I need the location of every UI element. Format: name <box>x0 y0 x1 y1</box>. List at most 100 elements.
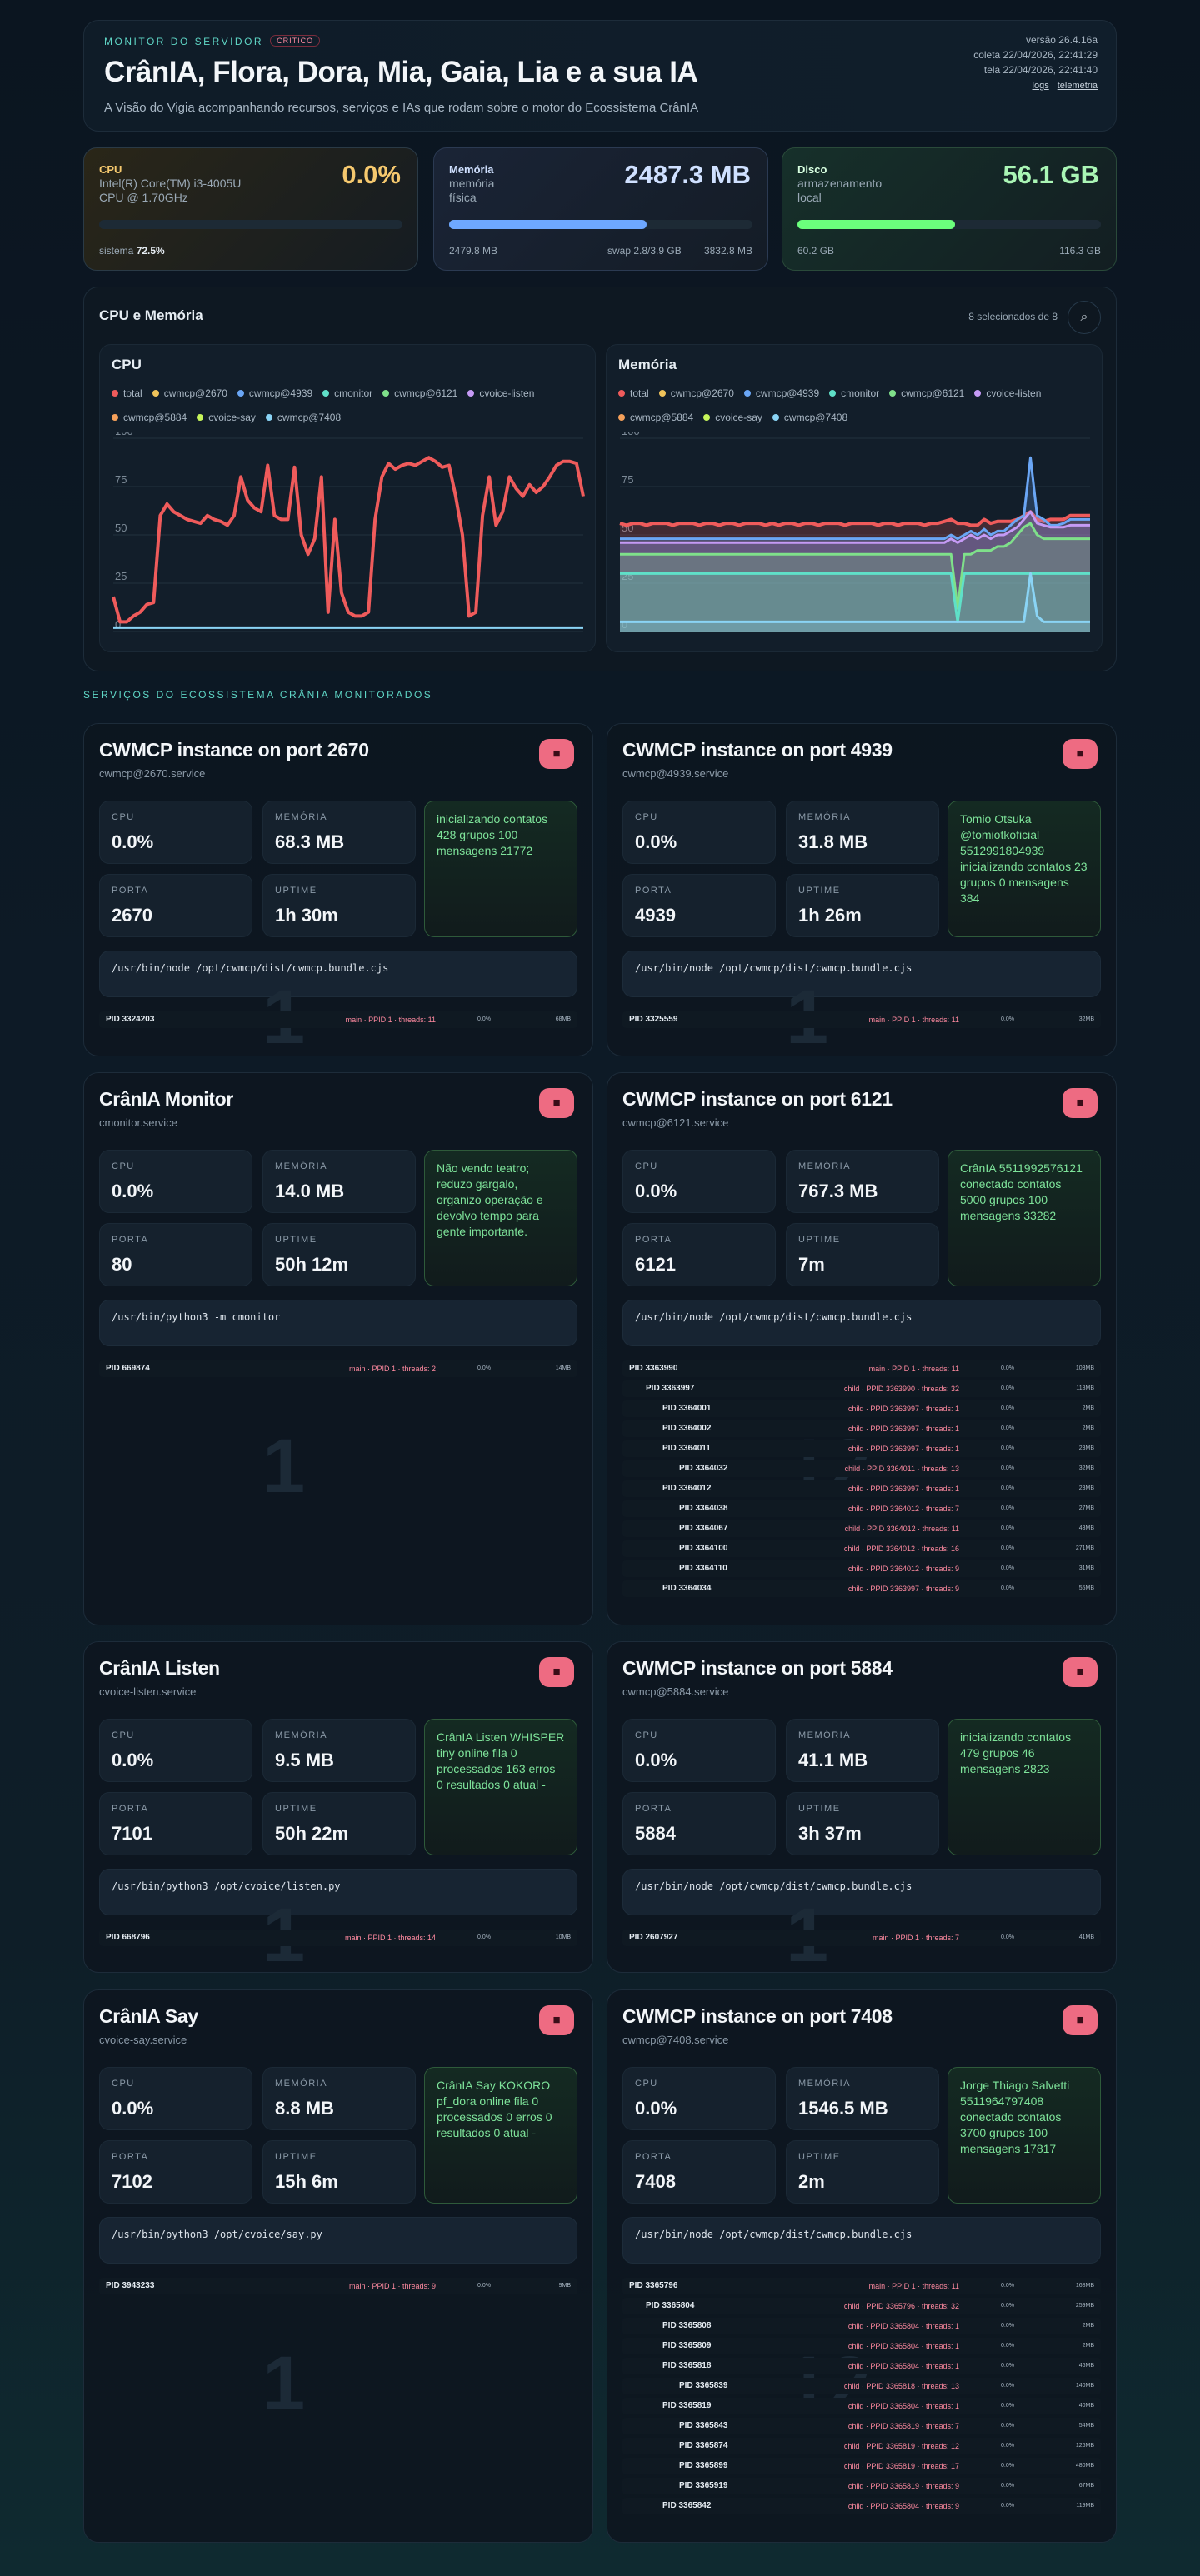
process-row[interactable]: PID 3324203 main · PPID 1 · threads: 11 … <box>99 1011 578 1028</box>
process-row[interactable]: PID 3364012 child · PPID 3363997 · threa… <box>622 1480 1101 1497</box>
legend-item[interactable]: cvoice-say <box>703 412 762 423</box>
process-tree: PID 669874 main · PPID 1 · threads: 2 0.… <box>99 1360 578 1380</box>
stop-icon[interactable]: ■ <box>539 2005 574 2035</box>
metric-value: 31.8 MB <box>798 831 868 852</box>
legend-item[interactable]: cwmcp@7408 <box>265 412 341 423</box>
stop-icon[interactable]: ■ <box>1062 1657 1098 1687</box>
process-row[interactable]: PID 3365808 child · PPID 3365804 · threa… <box>622 2318 1101 2334</box>
legend-item[interactable]: cmonitor <box>829 387 879 399</box>
process-row[interactable]: PID 668796 main · PPID 1 · threads: 14 0… <box>99 1930 578 1946</box>
legend-item[interactable]: cwmcp@2670 <box>658 387 734 399</box>
process-pid: PID 3365899 <box>679 2461 728 2470</box>
services-section-label: SERVIÇOS DO ECOSSISTEMA CRÂNIA MONITORAD… <box>83 689 433 701</box>
legend-label: cwmcp@6121 <box>394 387 458 399</box>
legend-dot <box>112 414 118 421</box>
process-mem: 55MB <box>1078 1585 1094 1591</box>
process-cpu: 0.0% <box>478 1016 491 1022</box>
metric-label: UPTIME <box>275 2152 318 2162</box>
legend-item[interactable]: cwmcp@5884 <box>112 412 187 423</box>
legend-item[interactable]: total <box>112 387 142 399</box>
y-tick-label: 0 <box>115 618 121 631</box>
process-info: child · PPID 3364011 · threads: 13 <box>844 1465 959 1473</box>
process-row[interactable]: PID 3365843 child · PPID 3365819 · threa… <box>622 2418 1101 2434</box>
metric-label: PORTA <box>635 2152 672 2162</box>
process-row[interactable]: PID 3365804 child · PPID 3365796 · threa… <box>622 2298 1101 2314</box>
legend-item[interactable]: cwmcp@4939 <box>743 387 820 399</box>
stop-icon[interactable]: ■ <box>539 1657 574 1687</box>
metric-cpu: CPU 0.0% <box>99 1150 252 1213</box>
process-row[interactable]: PID 3365809 child · PPID 3365804 · threa… <box>622 2338 1101 2354</box>
process-row[interactable]: PID 3364100 child · PPID 3364012 · threa… <box>622 1540 1101 1557</box>
process-mem: 2MB <box>1082 2343 1094 2349</box>
legend-item[interactable]: cwmcp@4939 <box>237 387 312 399</box>
process-row[interactable]: PID 3365818 child · PPID 3365804 · threa… <box>622 2358 1101 2374</box>
metric-uptime: UPTIME 1h 30m <box>262 874 416 937</box>
metric-mem: MEMÓRIA 31.8 MB <box>786 801 939 864</box>
process-mem: 27MB <box>1078 1505 1094 1511</box>
stop-icon[interactable]: ■ <box>539 1088 574 1118</box>
legend-item[interactable]: cvoice-say <box>197 412 256 423</box>
legend-item[interactable]: cvoice-listen <box>468 387 534 399</box>
process-row[interactable]: PID 3364001 child · PPID 3363997 · threa… <box>622 1400 1101 1417</box>
process-pid: PID 3364067 <box>679 1524 728 1533</box>
process-row[interactable]: PID 3363990 main · PPID 1 · threads: 11 … <box>622 1360 1101 1377</box>
metric-label: UPTIME <box>275 1804 318 1814</box>
process-cpu: 0.0% <box>1001 1465 1014 1471</box>
process-pid: PID 3365809 <box>662 2341 712 2350</box>
process-row[interactable]: PID 3365919 child · PPID 3365819 · threa… <box>622 2478 1101 2494</box>
process-row[interactable]: PID 669874 main · PPID 1 · threads: 2 0.… <box>99 1360 578 1377</box>
process-mem: 31MB <box>1078 1565 1094 1571</box>
process-row[interactable]: PID 3365899 child · PPID 3365819 · threa… <box>622 2458 1101 2474</box>
legend-item[interactable]: cmonitor <box>322 387 372 399</box>
process-row[interactable]: PID 3325559 main · PPID 1 · threads: 11 … <box>622 1011 1101 1028</box>
process-row[interactable]: PID 3364067 child · PPID 3364012 · threa… <box>622 1520 1101 1537</box>
process-cpu: 0.0% <box>1001 1525 1014 1531</box>
metric-value: 9.5 MB <box>275 1750 334 1770</box>
metric-value: 68.3 MB <box>275 831 345 852</box>
metric-value: 0.0% <box>112 1750 154 1770</box>
logs-link[interactable]: logs <box>1032 81 1049 91</box>
metric-value: 15h 6m <box>275 2171 338 2192</box>
legend-item[interactable]: cwmcp@5884 <box>618 412 693 423</box>
legend-item[interactable]: cwmcp@2670 <box>152 387 228 399</box>
legend-item[interactable]: total <box>618 387 649 399</box>
service-command: /usr/bin/python3 /opt/cvoice/listen.py <box>99 1869 578 1915</box>
legend-item[interactable]: cwmcp@6121 <box>382 387 458 399</box>
legend-item[interactable]: cwmcp@6121 <box>889 387 964 399</box>
legend-dot <box>703 414 711 421</box>
process-row[interactable]: PID 3364032 child · PPID 3364011 · threa… <box>622 1460 1101 1477</box>
stop-icon[interactable]: ■ <box>1062 2005 1098 2035</box>
legend-item[interactable]: cwmcp@7408 <box>772 412 848 423</box>
telemetry-link[interactable]: telemetria <box>1057 81 1098 91</box>
process-row[interactable]: PID 3364110 child · PPID 3364012 · threa… <box>622 1560 1101 1577</box>
legend-label: cmonitor <box>334 387 373 399</box>
process-row[interactable]: PID 3363997 child · PPID 3363990 · threa… <box>622 1380 1101 1397</box>
process-row[interactable]: PID 3943233 main · PPID 1 · threads: 9 0… <box>99 2278 578 2294</box>
process-pid: PID 3365839 <box>679 2381 728 2390</box>
process-row[interactable]: PID 3364011 child · PPID 3363997 · threa… <box>622 1440 1101 1457</box>
process-row[interactable]: PID 3365796 main · PPID 1 · threads: 11 … <box>622 2278 1101 2294</box>
process-row[interactable]: PID 3364002 child · PPID 3363997 · threa… <box>622 1420 1101 1437</box>
process-row[interactable]: PID 3365819 child · PPID 3365804 · threa… <box>622 2398 1101 2414</box>
process-cpu: 0.0% <box>1001 1445 1014 1451</box>
process-mem: 40MB <box>1078 2403 1094 2409</box>
process-row[interactable]: PID 3365842 child · PPID 3365804 · threa… <box>622 2498 1101 2514</box>
metric-value: 6121 <box>635 1254 676 1275</box>
legend-label: cwmcp@7408 <box>783 412 848 423</box>
process-row[interactable]: PID 2607927 main · PPID 1 · threads: 7 0… <box>622 1930 1101 1946</box>
process-info: main · PPID 1 · threads: 11 <box>345 1016 436 1024</box>
legend-label: cwmcp@4939 <box>755 387 820 399</box>
stop-icon[interactable]: ■ <box>1062 1088 1098 1118</box>
stop-icon[interactable]: ■ <box>539 739 574 769</box>
process-row[interactable]: PID 3364038 child · PPID 3364012 · threa… <box>622 1500 1101 1517</box>
service-command: /usr/bin/node /opt/cwmcp/dist/cwmcp.bund… <box>622 1300 1101 1346</box>
search-icon[interactable]: ⌕ <box>1068 301 1101 334</box>
metric-label: CPU <box>112 812 135 822</box>
process-row[interactable]: PID 3365874 child · PPID 3365819 · threa… <box>622 2438 1101 2454</box>
process-row[interactable]: PID 3365839 child · PPID 3365818 · threa… <box>622 2378 1101 2394</box>
process-pid: PID 668796 <box>106 1933 150 1942</box>
process-row[interactable]: PID 3364034 child · PPID 3363997 · threa… <box>622 1580 1101 1597</box>
stop-icon[interactable]: ■ <box>1062 739 1098 769</box>
legend-item[interactable]: cvoice-listen <box>974 387 1041 399</box>
service-unit: cwmcp@4939.service <box>622 767 729 780</box>
